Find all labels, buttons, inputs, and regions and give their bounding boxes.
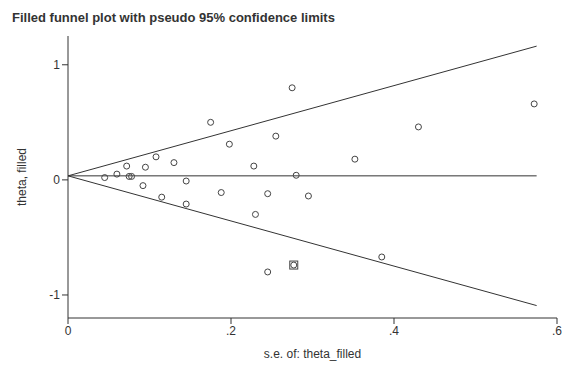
- svg-text:0: 0: [65, 324, 72, 338]
- svg-text:-1: -1: [49, 288, 60, 302]
- svg-text:.2: .2: [226, 324, 236, 338]
- html-text:Filled funnel plot with pseudo: Filled funnel plot with pseudo 95% confi…: [12, 10, 335, 25]
- svg-text:theta, filled: theta, filled: [15, 148, 29, 206]
- svg-text:.4: .4: [389, 324, 399, 338]
- svg-text:1: 1: [53, 58, 60, 72]
- svg-text:0: 0: [53, 173, 60, 187]
- svg-text:s.e. of: theta_filled: s.e. of: theta_filled: [264, 347, 361, 361]
- svg-text:.6: .6: [552, 324, 562, 338]
